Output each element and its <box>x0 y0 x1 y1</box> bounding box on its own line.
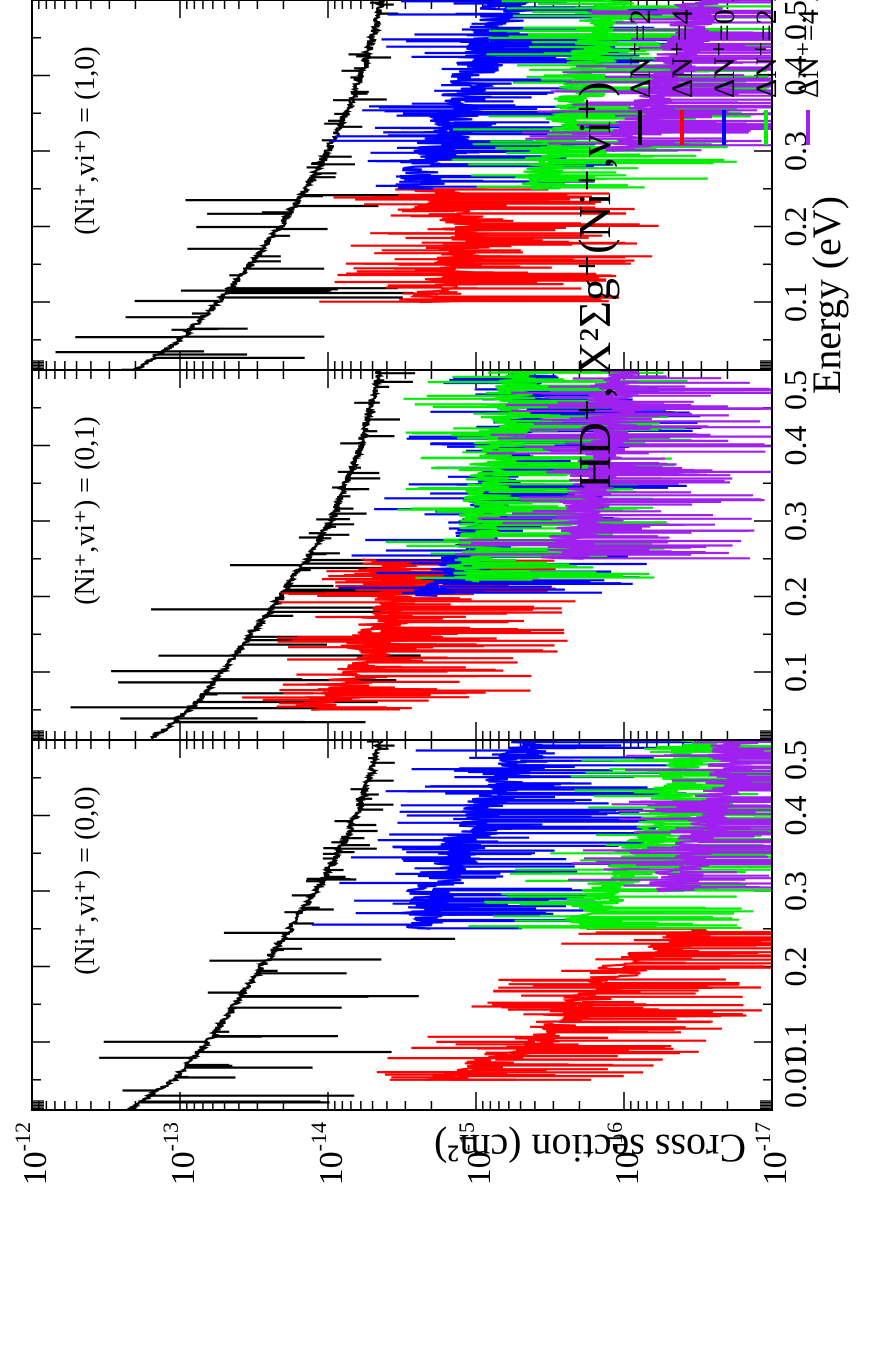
x-tick-label: 0.3 <box>777 501 813 541</box>
x-tick-label: 0.01 <box>777 1052 813 1108</box>
y-axis-label: Cross section (cm²) <box>434 1126 746 1171</box>
x-tick-label: 0.3 <box>777 871 813 911</box>
x-axis-label: Energy (eV) <box>804 196 849 394</box>
x-tick-label: 0.1 <box>777 652 813 692</box>
x-tick-label: 0.5 <box>777 0 813 40</box>
legend-label: ΔN⁺=0 Δv⁺=1 <box>708 0 741 98</box>
series-4 <box>455 368 771 560</box>
annotation-molecule: HD⁺, X²Σg⁺(Ni⁺,vi⁺) <box>569 81 620 488</box>
panel-2: 0.10.20.30.40.5(Ni⁺,vi⁺) = (1,0) <box>31 0 813 372</box>
panel-label: (Ni⁺,vi⁺) = (0,1) <box>70 416 101 604</box>
series-line <box>127 738 386 1112</box>
legend-label: ΔN⁺=2 Δv⁺=0 <box>624 0 657 98</box>
y-tick-label: 10-14 <box>306 1122 350 1185</box>
legend-item-4: ΔN⁺=4 Δv⁺=1 <box>792 0 825 145</box>
y-tick-exponent: -16 <box>602 1122 627 1151</box>
panel-1: 0.1 0.2 0.3 0.4 0.5 (Ni⁺,vi⁺) = (0,1) <box>31 368 813 741</box>
legend-label: ΔN⁺=4 Δv⁺=1 <box>792 0 825 98</box>
y-tick-label: 10-16 <box>602 1122 646 1185</box>
x-tick-label: 0.5 <box>777 740 813 780</box>
legend-item-0: ΔN⁺=2 Δv⁺=0 <box>624 0 657 145</box>
y-tick-label: 10-13 <box>158 1122 202 1185</box>
x-tick-label: 0.5 <box>777 370 813 410</box>
series-line <box>132 0 386 372</box>
legend: ΔN⁺=2 Δv⁺=0 ΔN⁺=4 Δv⁺=0 ΔN⁺=0 Δv⁺=1 ΔN⁺=2 Δ… <box>624 0 825 145</box>
series-1 <box>319 187 659 304</box>
series-1 <box>376 927 771 1081</box>
legend-item-1: ΔN⁺=4 Δv⁺=0 <box>666 0 699 145</box>
panel-0: 0.010.1 0.2 0.3 0.4 0.5 (Ni⁺,vi⁺) = (0,0) <box>31 738 813 1112</box>
x-tick-label: 0.2 <box>777 207 813 247</box>
y-tick-exponent: -12 <box>10 1122 35 1151</box>
y-tick-exponent: -13 <box>158 1122 183 1151</box>
series-0 <box>99 738 456 1112</box>
panel-label: (Ni⁺,vi⁺) = (0,0) <box>70 786 101 974</box>
x-tick-label: 0.1 <box>777 1022 813 1062</box>
x-tick-label: 0.4 <box>777 796 813 836</box>
y-tick-label: 10-17 <box>750 1122 794 1185</box>
y-tick-exponent: -14 <box>306 1122 331 1151</box>
panel-frame <box>31 0 773 371</box>
legend-item-3: ΔN⁺=2 Δv⁺=1 <box>750 0 783 145</box>
legend-label: ΔN⁺=2 Δv⁺=1 <box>750 0 783 98</box>
x-tick-label: 0.2 <box>777 577 813 617</box>
x-tick-label: 0.2 <box>777 947 813 987</box>
y-tick-exponent: -15 <box>454 1122 479 1151</box>
series-4 <box>568 739 771 893</box>
y-tick-exponent: -17 <box>750 1122 775 1151</box>
legend-item-2: ΔN⁺=0 Δv⁺=1 <box>708 0 741 145</box>
x-tick-label: 0.4 <box>777 56 813 96</box>
x-tick-label: 0.1 <box>777 282 813 322</box>
x-tick-label: 0.4 <box>777 426 813 466</box>
series-line <box>649 739 759 893</box>
panel-label: (Ni⁺,vi⁺) = (1,0) <box>70 46 101 234</box>
y-tick-label: 10-12 <box>10 1122 54 1185</box>
plot-layer: 10-1210-1310-1410-1510-1610-170.010.10.2… <box>10 0 813 1185</box>
legend-label: ΔN⁺=4 Δv⁺=0 <box>666 0 699 98</box>
